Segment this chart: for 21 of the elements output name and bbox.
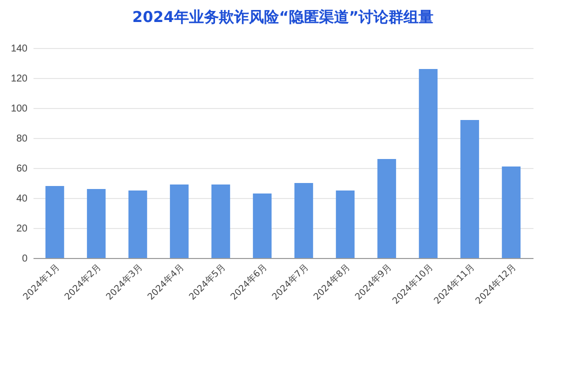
- y-tick-label: 120: [10, 74, 28, 84]
- bar: [86, 189, 106, 258]
- bar: [170, 184, 189, 258]
- y-tick-label: 40: [16, 194, 28, 204]
- y-tick-label: 140: [10, 44, 28, 54]
- bar: [418, 69, 438, 258]
- bar: [502, 166, 521, 258]
- y-tick-label: 0: [22, 254, 28, 264]
- bar: [336, 190, 355, 258]
- bar: [211, 184, 230, 258]
- bar: [294, 183, 314, 258]
- bar: [252, 194, 272, 258]
- bar: [128, 190, 148, 258]
- bar: [460, 120, 480, 258]
- y-tick-label: 20: [16, 224, 28, 234]
- y-tick-label: 80: [16, 134, 28, 144]
- bar: [45, 186, 64, 258]
- y-tick-label: 100: [10, 104, 28, 114]
- bar: [377, 159, 396, 258]
- y-tick-label: 60: [16, 164, 28, 174]
- chart-title: 2024年业务欺诈风险“隐匿渠道”讨论群组量: [132, 8, 434, 26]
